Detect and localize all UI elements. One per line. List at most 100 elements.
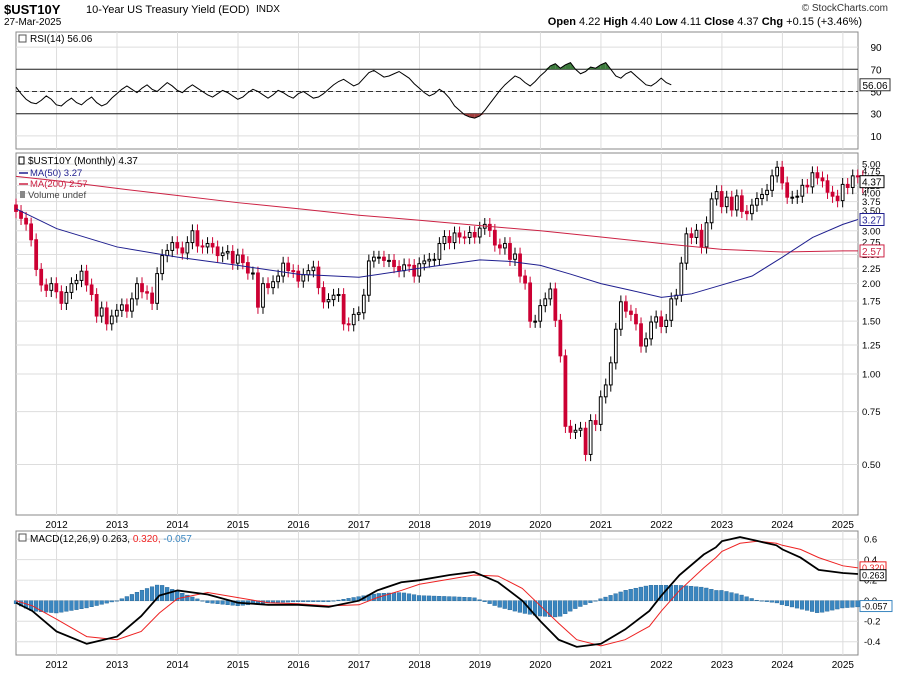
candle-down bbox=[830, 191, 835, 197]
candle-up bbox=[679, 262, 684, 296]
candle-down bbox=[54, 283, 59, 293]
macd-histogram-bar bbox=[608, 595, 613, 601]
macd-histogram-bar bbox=[810, 600, 815, 612]
price-tick-label: 5.00 bbox=[862, 160, 881, 171]
candle-down bbox=[240, 254, 245, 264]
rsi-legend: RSI(14) 56.06 bbox=[30, 34, 93, 45]
macd-histogram-bar bbox=[618, 591, 623, 601]
macd-histogram-bar bbox=[719, 590, 724, 601]
candle-up bbox=[251, 272, 255, 275]
x-tick-label-top: 2019 bbox=[469, 520, 492, 531]
candle-down bbox=[407, 264, 412, 267]
candle-down bbox=[412, 264, 417, 277]
candle-up bbox=[190, 230, 195, 244]
macd-histogram-bar bbox=[39, 600, 44, 612]
candle-down bbox=[291, 270, 296, 273]
macd-histogram-bar bbox=[825, 600, 830, 612]
candle-up bbox=[185, 242, 190, 254]
rsi-tick-label: 70 bbox=[870, 65, 882, 76]
macd-histogram-bar bbox=[512, 600, 517, 612]
candle-up bbox=[311, 266, 316, 272]
macd-histogram-bar bbox=[144, 588, 150, 601]
candle-up bbox=[170, 242, 175, 251]
macd-histogram-bar bbox=[739, 594, 744, 601]
candle-up bbox=[402, 264, 407, 272]
candle-down bbox=[140, 283, 144, 293]
candle-down bbox=[518, 253, 522, 277]
ma50-last-value: 3.27 bbox=[862, 216, 882, 227]
macd-histogram-bar bbox=[482, 600, 487, 602]
macd-histogram-bar bbox=[306, 600, 311, 602]
ohlc-quote: Open 4.22 High 4.40 Low 4.11 Close 4.37 … bbox=[548, 16, 862, 28]
candle-up bbox=[734, 195, 739, 211]
candle-up bbox=[336, 294, 341, 297]
macd-histogram-bar bbox=[427, 595, 432, 601]
candle-down bbox=[14, 204, 18, 212]
candle-up bbox=[533, 320, 538, 323]
candle-down bbox=[256, 272, 260, 308]
macd-histogram-bar bbox=[119, 598, 124, 601]
candle-up bbox=[644, 338, 648, 347]
rsi-panel-frame bbox=[15, 31, 859, 150]
candle-up bbox=[417, 263, 422, 277]
candle-up bbox=[709, 198, 714, 224]
candle-down bbox=[820, 177, 825, 182]
macd-histogram-bar bbox=[275, 600, 281, 603]
macd-hist-last-box bbox=[859, 600, 893, 613]
candle-down bbox=[397, 266, 401, 272]
macd-histogram-bar bbox=[593, 600, 598, 602]
price-tick-label: 4.75 bbox=[862, 166, 881, 177]
macd-histogram-bar bbox=[437, 596, 442, 601]
candle-up bbox=[261, 283, 265, 308]
macd-histogram-bar bbox=[613, 593, 618, 601]
macd-histogram-bar bbox=[457, 596, 462, 601]
candle-down bbox=[125, 304, 129, 312]
candle-down bbox=[296, 270, 301, 282]
macd-histogram-bar bbox=[124, 596, 129, 601]
rsi-legend-swatch bbox=[18, 34, 27, 43]
ma200-legend: MA(200) 2.57 bbox=[30, 179, 88, 190]
x-tick-label-top: 2014 bbox=[166, 520, 189, 531]
macd-histogram-bar bbox=[54, 600, 59, 614]
candle-up bbox=[205, 243, 210, 248]
macd-hist-last-value: -0.057 bbox=[862, 602, 888, 612]
price-tick-label: 1.25 bbox=[862, 340, 881, 351]
macd-histogram-bar bbox=[99, 600, 104, 605]
macd-histogram-bar bbox=[160, 585, 165, 601]
macd-histogram-bar bbox=[215, 600, 220, 604]
macd-histogram-bar bbox=[381, 593, 386, 601]
candle-down bbox=[498, 244, 502, 249]
candle-down bbox=[815, 172, 820, 179]
candle-up bbox=[69, 283, 74, 293]
macd-histogram-bar bbox=[59, 600, 64, 613]
x-tick-label-top: 2020 bbox=[529, 520, 552, 531]
candle-up bbox=[840, 183, 845, 202]
candle-down bbox=[245, 262, 250, 274]
macd-histogram-bar bbox=[603, 596, 608, 601]
macd-histogram-bar bbox=[507, 600, 512, 611]
macd-histogram-bar bbox=[134, 592, 140, 601]
macd-histogram-bar bbox=[633, 587, 638, 601]
candle-up bbox=[371, 256, 376, 262]
candle-down bbox=[558, 319, 563, 357]
macd-histogram-bar bbox=[311, 600, 316, 602]
x-tick-label-top: 2022 bbox=[650, 520, 673, 531]
candle-down bbox=[316, 266, 321, 289]
macd-histogram-bar bbox=[769, 600, 774, 603]
macd-histogram-bar bbox=[336, 599, 341, 601]
macd-histogram-bar bbox=[709, 589, 714, 601]
candle-down bbox=[59, 291, 64, 304]
candle-down bbox=[175, 242, 180, 249]
price-legend: $UST10Y (Monthly) 4.37 bbox=[28, 156, 138, 167]
chart-name: 10-Year US Treasury Yield (EOD) bbox=[86, 4, 250, 16]
macd-histogram-bar bbox=[296, 600, 301, 602]
candle-down bbox=[215, 246, 220, 257]
candle-up bbox=[760, 194, 764, 200]
macd-histogram-bar bbox=[331, 600, 336, 602]
macd-histogram-bar bbox=[326, 600, 331, 602]
macd-histogram-bar bbox=[432, 595, 437, 601]
candle-down bbox=[629, 310, 633, 315]
candle-up bbox=[356, 312, 361, 315]
x-tick-label-top: 2018 bbox=[408, 520, 431, 531]
candle-up bbox=[331, 294, 336, 301]
